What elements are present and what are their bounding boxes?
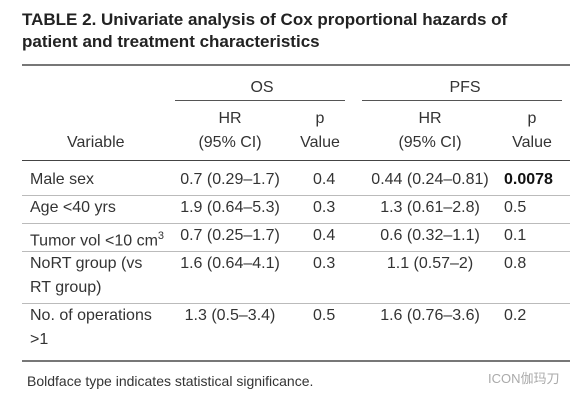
- rule: [22, 360, 570, 362]
- group-header: OS: [250, 79, 274, 96]
- cell: 0.8: [504, 255, 527, 272]
- cell: 0.3: [313, 199, 336, 216]
- cell: 0.0078: [504, 171, 553, 188]
- cell: 1.9 (0.64–5.3): [180, 199, 280, 216]
- cell: 0.5: [313, 307, 336, 324]
- variable-header: Variable: [67, 134, 125, 151]
- row-rule: [22, 303, 570, 304]
- cell: 0.4: [313, 227, 336, 244]
- cell: 0.7 (0.29–1.7): [180, 171, 280, 188]
- cell: 0.4: [313, 171, 336, 188]
- col-header: HR: [418, 110, 442, 127]
- variable: RT group): [30, 279, 102, 296]
- col-header: p: [527, 110, 537, 127]
- col-header: p: [315, 110, 325, 127]
- cell: 1.1 (0.57–2): [386, 255, 474, 272]
- col-header: (95% CI): [398, 134, 462, 151]
- variable: No. of operations: [30, 307, 152, 324]
- cell: 0.7 (0.25–1.7): [180, 227, 280, 244]
- cell: 1.3 (0.61–2.8): [380, 199, 480, 216]
- variable: NoRT group (vs: [30, 255, 143, 272]
- title-line: TABLE 2. Univariate analysis of Cox prop…: [22, 10, 508, 29]
- variable: Male sex: [30, 171, 95, 188]
- cell: 0.5: [504, 199, 527, 216]
- col-header: HR: [218, 110, 242, 127]
- variable: Age <40 yrs: [30, 199, 116, 216]
- cell: 1.3 (0.5–3.4): [184, 307, 276, 324]
- cell: 0.1: [504, 227, 527, 244]
- row-rule: [22, 195, 570, 196]
- rule: [362, 100, 562, 101]
- cell: 0.44 (0.24–0.81): [371, 171, 489, 188]
- cell: 1.6 (0.64–4.1): [180, 255, 280, 272]
- group-header: PFS: [449, 79, 481, 96]
- superscript: 3: [157, 230, 165, 242]
- variable: Tumor vol <10 cm3: [30, 230, 165, 250]
- cell: 0.2: [504, 307, 527, 324]
- cell: 0.6 (0.32–1.1): [380, 227, 480, 244]
- col-header: Value: [512, 134, 552, 151]
- rule: [22, 160, 570, 161]
- col-header: Value: [300, 134, 340, 151]
- col-header: (95% CI): [198, 134, 262, 151]
- cell: 0.3: [313, 255, 336, 272]
- row-rule: [22, 223, 570, 224]
- title-line: patient and treatment characteristics: [22, 32, 320, 51]
- variable: >1: [30, 331, 49, 348]
- footnote: Boldface type indicates statistical sign…: [27, 373, 314, 389]
- cell: 1.6 (0.76–3.6): [380, 307, 480, 324]
- rule: [175, 100, 345, 101]
- rule: [22, 64, 570, 66]
- watermark: ICON伽玛刀: [488, 371, 560, 386]
- row-rule: [22, 251, 570, 252]
